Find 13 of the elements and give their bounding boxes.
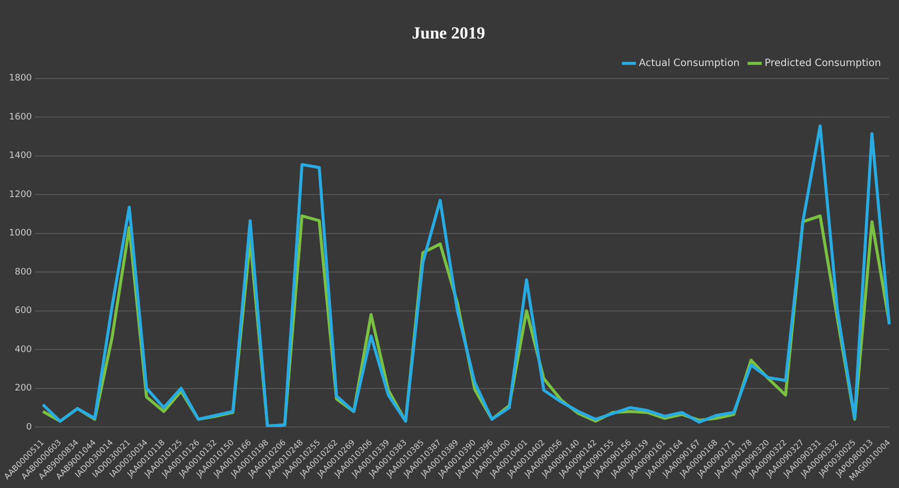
y-tick-label: 200 — [14, 384, 32, 394]
y-tick-label: 400 — [14, 344, 32, 355]
legend-label: Actual Consumption — [638, 58, 740, 69]
y-tick-label: 1000 — [9, 228, 32, 239]
y-tick-label: 600 — [14, 306, 32, 316]
y-tick-label: 0 — [26, 422, 32, 432]
y-tick-label: 1400 — [9, 151, 32, 162]
y-tick-label: 1800 — [9, 74, 32, 84]
y-tick-label: 1600 — [9, 112, 32, 122]
chart-title: June 2019 — [412, 24, 486, 43]
legend-label: Predicted Consumption — [764, 58, 882, 69]
y-tick-label: 1200 — [9, 190, 32, 200]
y-tick-label: 800 — [14, 267, 32, 278]
